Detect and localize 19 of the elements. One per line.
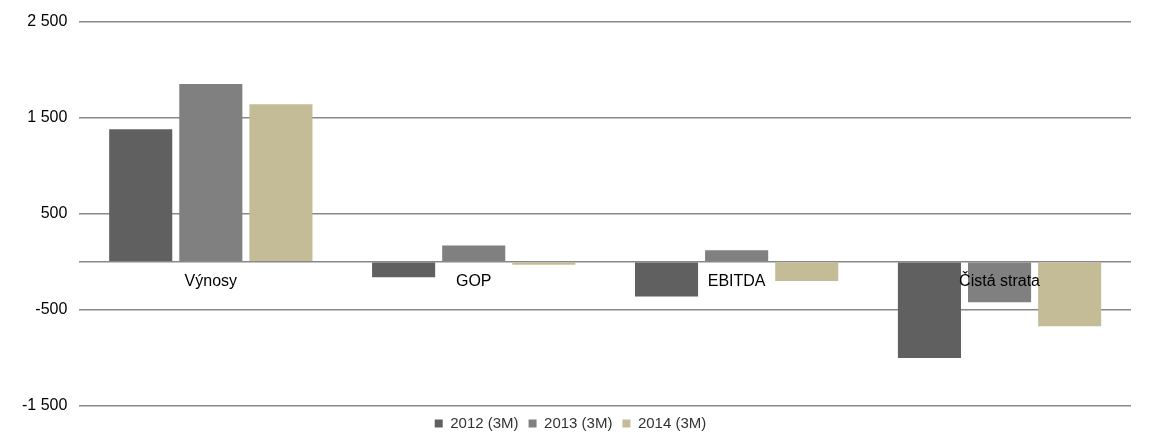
y-tick-label: 500 [40, 204, 68, 222]
legend-label: 2014 (3M) [637, 413, 707, 431]
x-tick-label: Výnosy [184, 272, 238, 290]
bar [897, 262, 961, 358]
y-tick-label: -1 500 [21, 396, 68, 414]
bar [249, 104, 313, 262]
bar [109, 129, 173, 262]
bar [512, 262, 576, 265]
bar [634, 262, 699, 297]
y-tick-label: -500 [35, 300, 68, 318]
bar [1038, 262, 1102, 327]
legend-label: 2013 (3M) [544, 413, 613, 431]
y-tick-label: 1 500 [27, 108, 68, 126]
y-tick-label: 2 500 [27, 12, 68, 30]
legend-label: 2012 (3M) [450, 413, 519, 431]
x-tick-label: EBITDA [707, 272, 766, 290]
bar [372, 262, 436, 278]
bar [775, 262, 839, 282]
x-tick-label: GOP [455, 272, 492, 290]
